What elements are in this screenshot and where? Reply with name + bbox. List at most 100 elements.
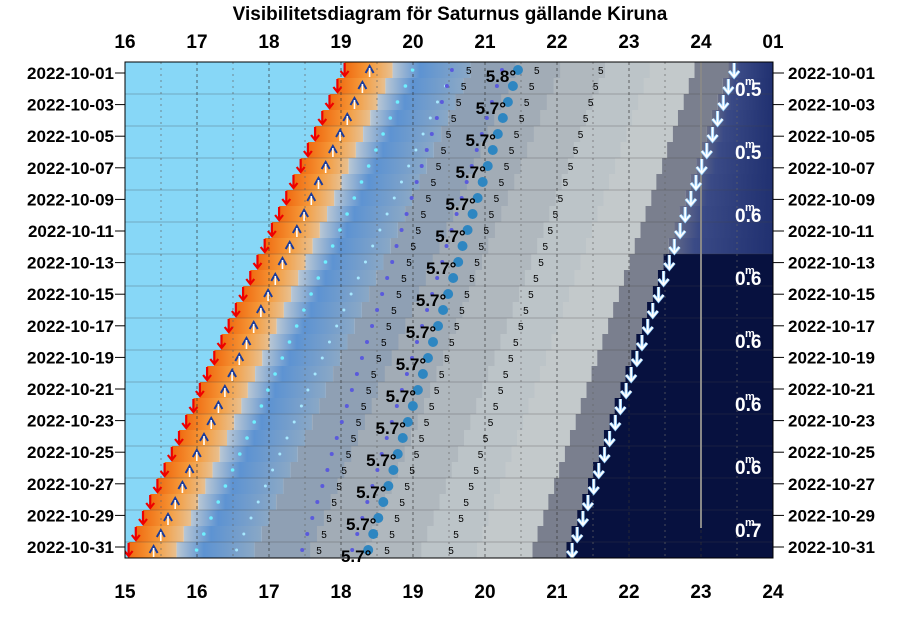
altitude-marker-5: 5 <box>394 514 400 525</box>
max-altitude-label: 5.7° <box>366 451 397 470</box>
twilight-dot <box>230 468 235 472</box>
max-altitude-label: 5.7° <box>435 227 466 246</box>
altitude-marker-5: 5 <box>381 338 387 349</box>
altitude-marker-5: 5 <box>519 114 525 125</box>
twilight-dot <box>323 260 328 264</box>
twilight-dot <box>342 308 346 312</box>
date-label-left: 2022-10-29 <box>27 506 114 525</box>
sunset-band <box>199 382 248 399</box>
magnitude-unit: m <box>745 265 755 277</box>
set-arrow <box>631 351 643 367</box>
sunset-arrow <box>152 479 163 494</box>
transit-dot <box>392 449 403 459</box>
altitude-marker-5: 5 <box>391 306 397 317</box>
civil-twilight-band <box>255 366 334 383</box>
transit-dot <box>457 241 468 251</box>
night-band <box>609 414 773 431</box>
twilight-chevron <box>284 239 295 250</box>
sunset-band <box>235 302 284 319</box>
altitude-marker-5: 5 <box>444 354 450 365</box>
dusk-band <box>694 62 729 79</box>
max-altitude-label: 5.7° <box>476 99 507 118</box>
date-label-right: 2022-10-05 <box>788 127 875 146</box>
twilight-dot <box>256 500 260 504</box>
twilight-dot <box>194 548 199 552</box>
twilight-step <box>523 414 577 431</box>
dusk-band <box>591 366 626 383</box>
altitude-marker-5: 5 <box>431 178 437 189</box>
set-arrow <box>663 255 675 271</box>
top-tick-label: 17 <box>186 32 207 53</box>
twilight-chevron <box>155 527 166 538</box>
twilight-step <box>620 142 668 159</box>
night-band <box>598 446 773 463</box>
twilight-step <box>412 302 463 319</box>
altitude-marker-5: 5 <box>416 226 422 237</box>
magnitude-label: 0.6m <box>735 265 761 290</box>
daylight-band <box>125 478 158 495</box>
twilight-step <box>430 382 483 399</box>
twilight-step <box>511 446 566 463</box>
twilight-dot <box>209 516 213 520</box>
dusk-band <box>548 494 583 511</box>
altitude-marker-5: 5 <box>346 450 352 461</box>
altitude-marker-5: 5 <box>361 402 367 413</box>
twilight-step <box>608 174 657 191</box>
daylight-band <box>125 462 165 479</box>
altitude-marker-5: 5 <box>449 338 455 349</box>
twilight-dot <box>273 372 277 376</box>
bottom-axis-ticks: 15 16 17 18 19 20 21 22 23 24 <box>114 582 784 603</box>
twilight-step <box>512 302 564 319</box>
twilight-step <box>543 222 593 239</box>
transit-dot <box>487 145 498 155</box>
altitude-marker-5: 5 <box>421 210 427 221</box>
transit-dot <box>462 225 473 235</box>
twilight-dot <box>335 324 339 328</box>
date-label-right: 2022-10-17 <box>788 317 875 336</box>
civil-twilight-band <box>262 350 341 367</box>
daylight-band <box>125 494 151 511</box>
twilight-step <box>439 494 495 511</box>
twilight-step <box>405 206 454 223</box>
twilight-step <box>460 190 509 207</box>
magnitude-unit: m <box>745 202 755 214</box>
altitude-marker-5: 5 <box>499 178 505 189</box>
twilight-dot <box>345 212 349 216</box>
altitude-dot <box>390 260 395 264</box>
twilight-step <box>537 238 587 255</box>
civil-twilight-band <box>191 510 269 527</box>
twilight-dot <box>252 420 256 424</box>
altitude-marker-5: 5 <box>461 82 467 93</box>
altitude-dot <box>380 292 385 296</box>
sunset-arrow <box>238 287 248 302</box>
twilight-dot <box>399 180 403 184</box>
chart-annotations: 5.8° 5.7° 5.7° 5.7° 5.7° 5.7° 5.7° 5.7° 5.7° 5.7°… <box>341 67 762 566</box>
altitude-marker-5: 5 <box>424 418 430 429</box>
night-band <box>674 222 773 239</box>
altitude-marker-5: 5 <box>583 114 589 125</box>
daylight-band <box>125 222 272 239</box>
twilight-step <box>423 398 477 415</box>
set-arrow <box>588 479 600 495</box>
altitude-marker-5: 5 <box>463 498 469 509</box>
civil-twilight-band <box>241 398 320 415</box>
altitude-dot <box>404 212 409 216</box>
twilight-step <box>290 462 345 479</box>
daylight-band <box>125 206 280 223</box>
set-arrow <box>679 207 691 223</box>
max-altitude-label: 5.7° <box>341 547 372 566</box>
twilight-step <box>508 78 555 95</box>
twilight-chevron <box>199 431 209 442</box>
altitude-dot <box>379 452 384 456</box>
civil-twilight-band <box>234 414 313 431</box>
altitude-dot <box>409 196 414 200</box>
twilight-chevron <box>184 463 195 474</box>
twilight-step <box>470 62 516 79</box>
date-label-left: 2022-10-07 <box>27 159 114 178</box>
twilight-step <box>462 302 514 319</box>
night-band <box>657 270 773 287</box>
top-tick-label: 18 <box>258 32 279 53</box>
twilight-step <box>312 414 366 431</box>
transit-dot <box>443 289 454 299</box>
sunset-arrow <box>181 415 192 430</box>
